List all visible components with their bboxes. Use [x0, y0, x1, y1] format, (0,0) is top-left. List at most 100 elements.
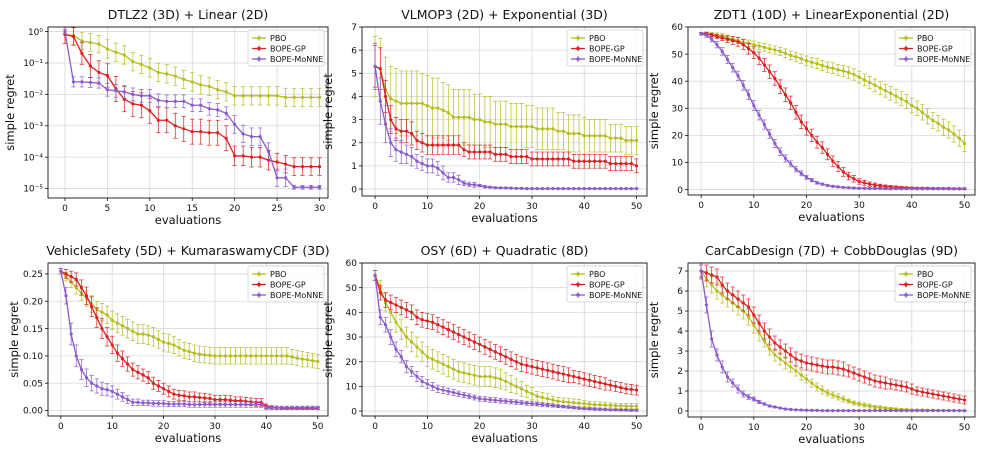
- data-point: [593, 379, 597, 384]
- x-tick-label: 20: [801, 423, 813, 433]
- data-point: [889, 409, 893, 413]
- data-point: [100, 310, 104, 314]
- data-point: [156, 98, 160, 102]
- y-tick-label: 10⁰: [28, 28, 43, 38]
- data-point: [285, 406, 289, 410]
- y-tick-label: 0.05: [23, 379, 43, 389]
- data-point: [915, 187, 919, 191]
- panel-carcabdesign: 0 10 20 30 40 50 0 1 2 3 4 5 6 7 CarCabDesign (7D) + C…: [647, 243, 976, 446]
- legend-label-bope-gp: BOPE-GP: [917, 45, 953, 54]
- legend-label-pbo: PBO: [589, 270, 605, 279]
- data-point: [820, 63, 824, 68]
- data-point: [192, 395, 197, 399]
- y-tick-label: 10: [672, 159, 684, 169]
- data-point: [383, 122, 388, 126]
- data-point: [825, 409, 830, 413]
- data-point: [383, 323, 388, 327]
- x-tick-label: 5: [105, 204, 111, 214]
- x-tick-label: 50: [631, 202, 643, 212]
- data-point: [213, 402, 217, 407]
- data-point: [250, 94, 254, 98]
- data-point: [436, 360, 440, 364]
- data-point: [752, 397, 756, 401]
- data-point: [97, 81, 101, 85]
- data-point: [478, 342, 482, 347]
- data-point: [598, 159, 602, 163]
- data-point: [250, 135, 254, 139]
- legend-swatch-marker: [904, 57, 908, 61]
- data-point: [783, 93, 788, 97]
- data-point: [546, 157, 550, 161]
- data-point: [478, 183, 482, 188]
- data-point: [878, 405, 882, 409]
- x-tick-label: 10: [422, 422, 434, 432]
- data-point: [275, 354, 279, 358]
- y-tick-label: 10⁻³: [23, 122, 43, 132]
- data-point: [514, 124, 518, 129]
- data-point: [389, 97, 393, 101]
- data-point: [292, 185, 296, 189]
- data-point: [768, 70, 772, 74]
- data-point: [167, 402, 171, 406]
- data-point: [122, 53, 126, 57]
- data-point: [936, 393, 940, 397]
- data-point: [624, 408, 628, 412]
- data-point: [915, 389, 919, 393]
- data-point: [478, 150, 482, 154]
- data-point: [218, 354, 222, 358]
- data-point: [241, 94, 245, 98]
- data-point: [425, 143, 429, 147]
- data-point: [182, 127, 186, 131]
- data-point: [504, 379, 508, 384]
- y-axis-label: simple regret: [321, 73, 335, 150]
- data-point: [852, 186, 856, 190]
- data-point: [105, 47, 109, 51]
- data-point: [857, 373, 861, 377]
- data-point: [425, 104, 429, 108]
- chart-title: DTLZ2 (3D) + Linear (2D): [108, 7, 269, 22]
- data-point: [720, 36, 724, 40]
- data-point: [250, 155, 254, 159]
- data-point: [249, 354, 253, 358]
- data-point: [619, 404, 623, 408]
- data-point: [415, 159, 419, 163]
- data-point: [535, 394, 539, 398]
- data-point: [710, 33, 714, 37]
- legend-label-bope-monne: BOPE-MoNNE: [589, 55, 642, 64]
- data-point: [404, 129, 409, 133]
- data-point: [825, 183, 830, 188]
- data-point: [316, 359, 320, 363]
- data-point: [399, 355, 403, 359]
- data-point: [197, 402, 202, 407]
- data-point: [519, 401, 524, 405]
- data-point: [488, 398, 492, 402]
- y-axis-label: simple regret: [647, 72, 661, 149]
- data-point: [883, 184, 888, 188]
- data-point: [952, 409, 956, 413]
- legend-label-pbo: PBO: [270, 34, 286, 43]
- data-point: [741, 83, 745, 87]
- data-point: [88, 64, 93, 68]
- data-point: [699, 269, 703, 273]
- data-point: [535, 157, 539, 161]
- data-point: [378, 99, 382, 103]
- data-point: [530, 402, 534, 406]
- data-point: [841, 409, 845, 413]
- data-point: [852, 371, 856, 375]
- data-point: [141, 401, 145, 405]
- data-point: [820, 388, 824, 392]
- data-point: [472, 373, 477, 377]
- data-point: [752, 43, 756, 47]
- data-point: [451, 330, 456, 334]
- data-point: [420, 141, 424, 145]
- y-tick-label: 20: [672, 132, 684, 142]
- data-point: [233, 122, 237, 127]
- data-point: [757, 56, 761, 60]
- data-point: [110, 389, 114, 394]
- data-point: [904, 385, 909, 389]
- data-point: [794, 55, 798, 59]
- data-point: [952, 132, 956, 136]
- data-point: [275, 176, 279, 180]
- data-point: [862, 375, 867, 379]
- data-point: [566, 373, 571, 377]
